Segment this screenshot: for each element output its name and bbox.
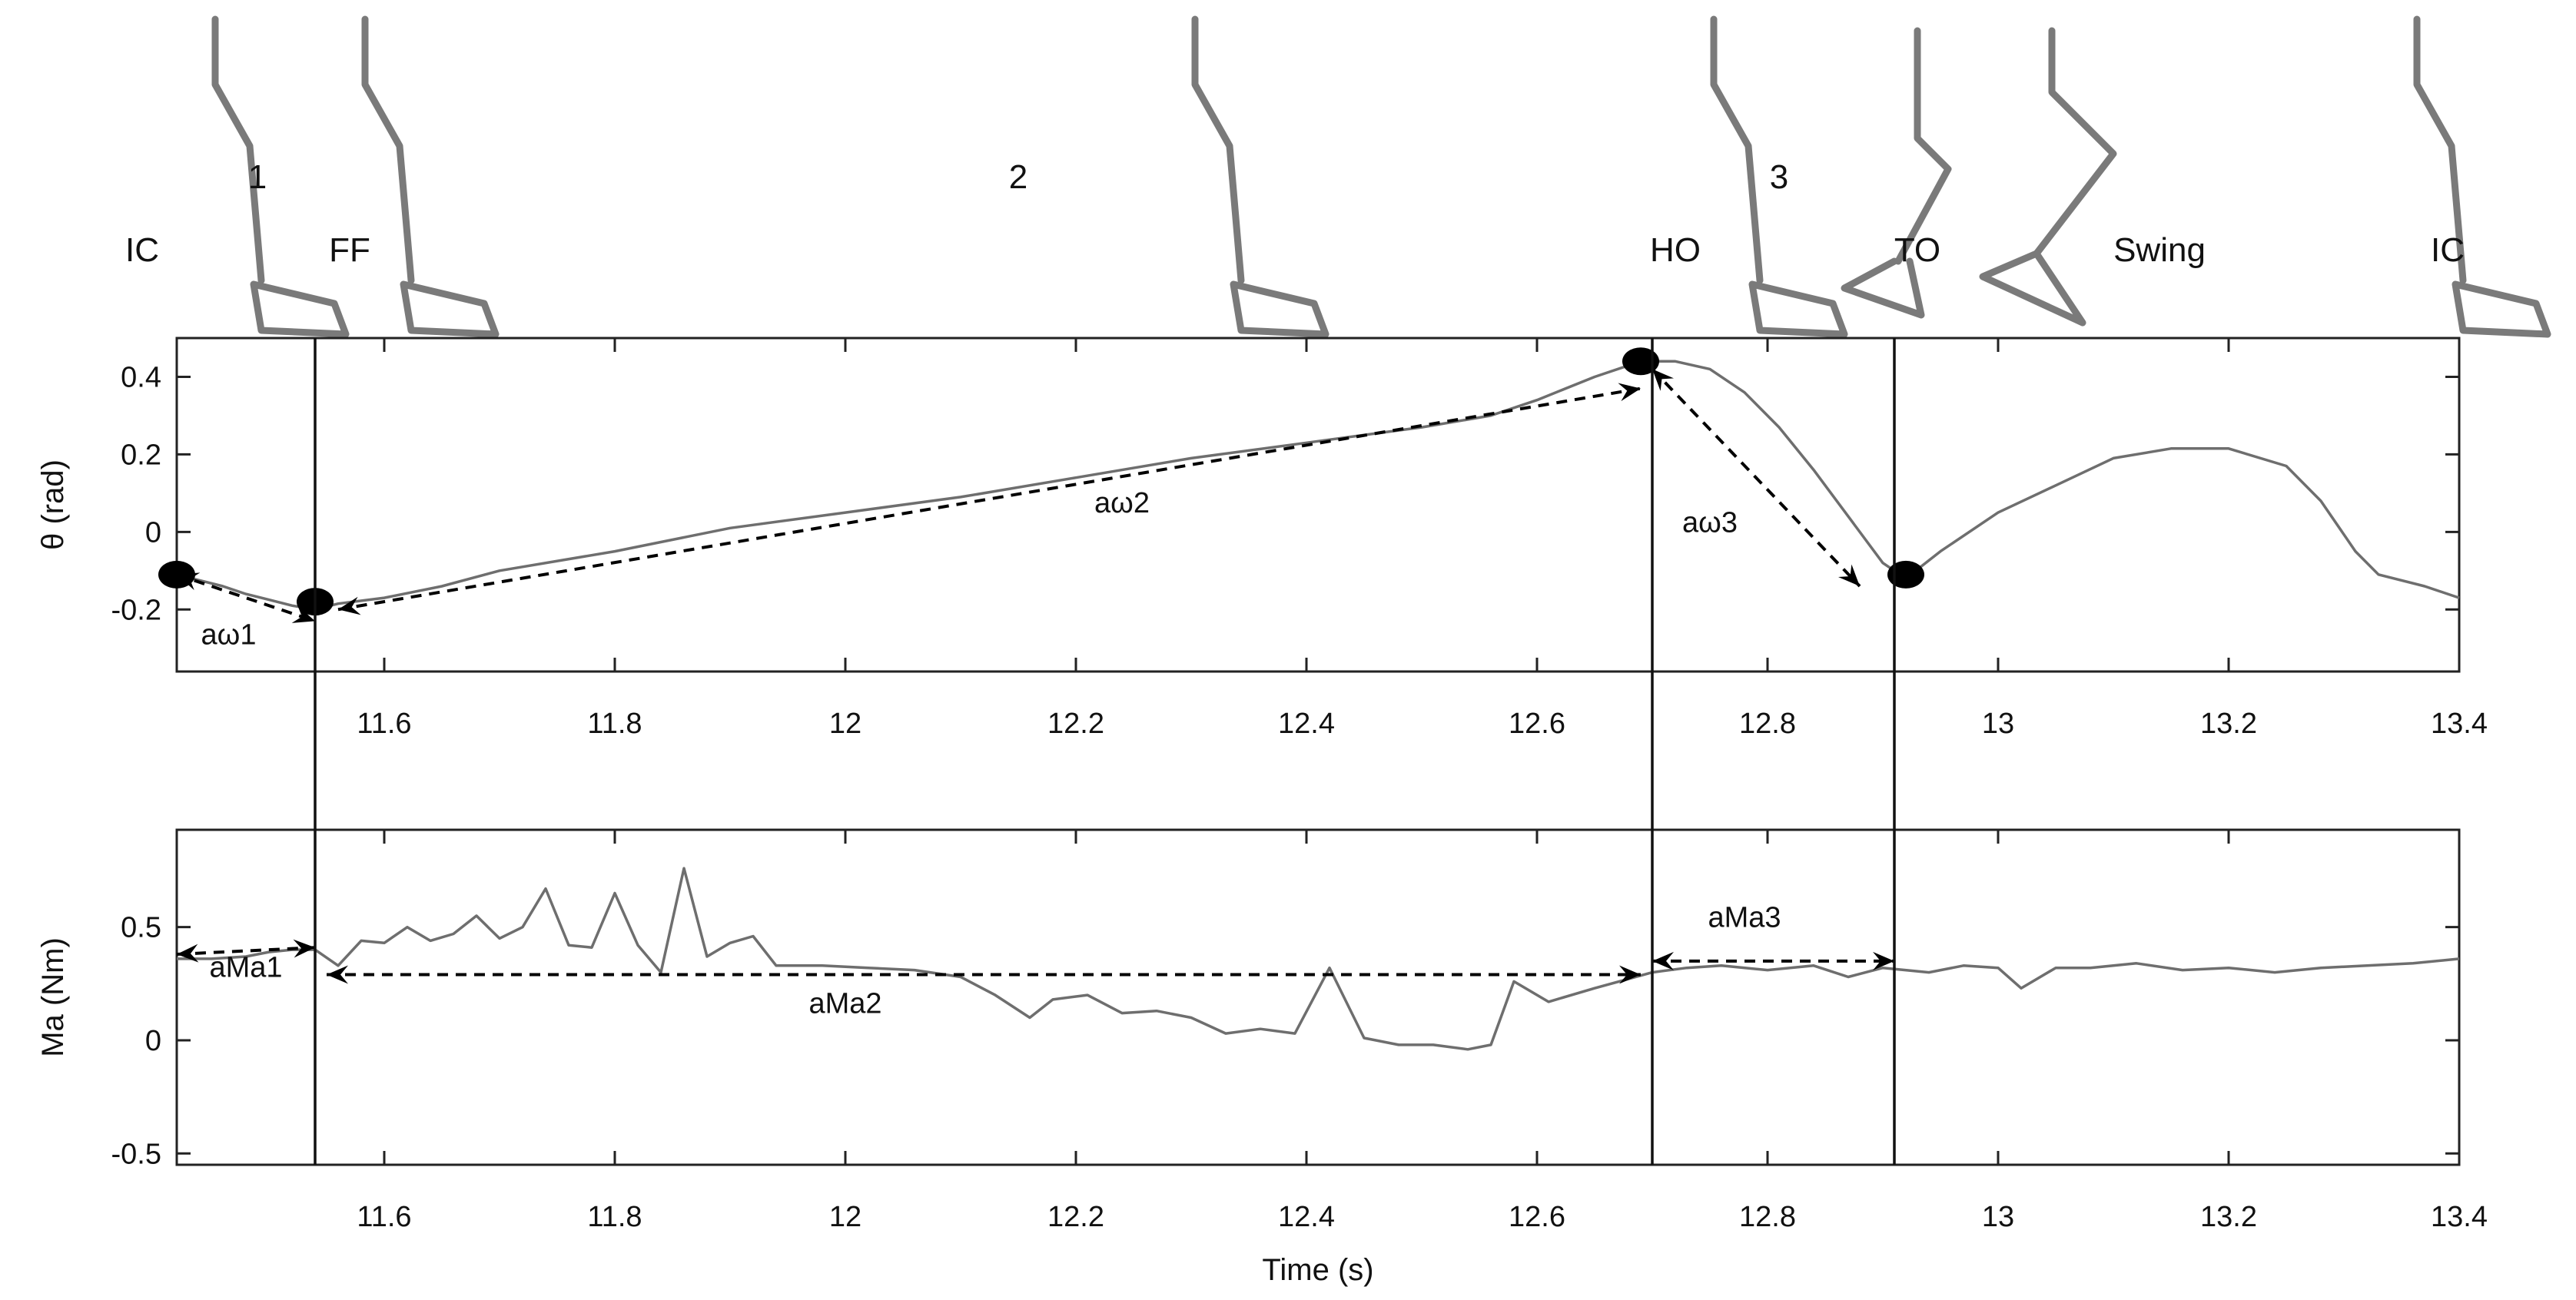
- x-tick-label: 12: [829, 708, 861, 740]
- y-tick-label: 0.5: [121, 912, 161, 944]
- slope-arrow-label: aω1: [201, 619, 257, 652]
- moment-plot: 11.6 11.8 12 12.2 12.4 12.6 12.8 13 13.2 13.4 0.5 0…: [36, 828, 2488, 1287]
- slope-arrow-label: aω2: [1094, 487, 1150, 519]
- plot-frame: [175, 828, 2461, 1166]
- x-tick-label: 11.6: [357, 1201, 411, 1233]
- foot-triangle: [400, 280, 500, 338]
- gait-phase-label: 2: [1009, 158, 1027, 196]
- y-tick-label: 0: [145, 1025, 161, 1057]
- y-axis-label: θ (rad): [36, 459, 70, 550]
- gait-phase-label: TO: [1894, 231, 1940, 269]
- leg-line: [361, 15, 415, 284]
- x-tick-label: 11.6: [357, 708, 411, 740]
- y-tick-label: -0.5: [111, 1138, 161, 1170]
- slope-arrow-label: aMa3: [1708, 902, 1781, 934]
- gait-leg-illustrations: [211, 15, 2551, 338]
- slope-arrow: [176, 572, 316, 623]
- gait-phase-label: IC: [125, 231, 159, 269]
- x-axis-label: Time (s): [1262, 1253, 1373, 1287]
- x-tick-label: 13: [1982, 708, 2014, 740]
- y-tick-label: 0.2: [121, 439, 161, 471]
- plot-frame: [175, 337, 2461, 673]
- y-tick-label: -0.2: [111, 594, 161, 626]
- x-tick-label: 13.2: [2200, 708, 2257, 740]
- gait-phase-label: 3: [1770, 158, 1788, 196]
- y-tick-label: 0.4: [121, 361, 161, 393]
- leg-foot-icon: [1710, 15, 1848, 338]
- x-tick-label: 11.8: [587, 708, 642, 740]
- slope-arrow-label: aω3: [1682, 506, 1738, 539]
- x-tick-label: 12.4: [1278, 1201, 1335, 1233]
- gait-phase-label: FF: [329, 231, 370, 269]
- leg-foot-icon: [2413, 15, 2551, 338]
- x-tick-label: 13.4: [2431, 708, 2488, 740]
- leg-line: [1894, 27, 1952, 265]
- slope-arrow-label: aMa2: [808, 988, 881, 1020]
- foot-triangle: [1979, 250, 2086, 327]
- gait-phase-label: 1: [248, 158, 267, 196]
- x-tick-label: 12.2: [1047, 708, 1104, 740]
- foot-triangle: [1748, 280, 1848, 338]
- leg-foot-icon: [1191, 15, 1329, 338]
- leg-line: [1710, 15, 1764, 284]
- foot-triangle: [250, 280, 350, 338]
- gait-phase-label: Swing: [2113, 231, 2206, 269]
- data-series-line: [177, 867, 2460, 1051]
- leg-foot-icon: [361, 15, 500, 338]
- leg-line: [2413, 15, 2467, 284]
- x-tick-label: 13.4: [2431, 1201, 2488, 1233]
- leg-foot-icon: [1979, 27, 2117, 327]
- x-tick-label: 12.6: [1509, 1201, 1565, 1233]
- x-tick-label: 12.8: [1739, 1201, 1796, 1233]
- gait-event-lines: [314, 338, 1896, 1165]
- foot-triangle: [2452, 280, 2551, 338]
- leg-line: [2033, 27, 2117, 257]
- x-tick-label: 13: [1982, 1201, 2014, 1233]
- leg-foot-icon: [1841, 27, 1952, 319]
- slope-arrow-label: aMa1: [209, 951, 282, 983]
- slope-arrow: [337, 383, 1642, 615]
- x-tick-label: 11.8: [587, 1201, 642, 1233]
- data-series-line: [176, 360, 2460, 612]
- slope-arrow: [1651, 367, 1861, 588]
- y-axis-label: Ma (Nm): [36, 937, 70, 1057]
- x-tick-label: 12.2: [1047, 1201, 1104, 1233]
- y-tick-label: 0: [145, 516, 161, 549]
- leg-foot-icon: [211, 15, 350, 338]
- foot-triangle: [1230, 280, 1329, 338]
- slope-arrow: [176, 939, 316, 963]
- gait-phase-label: IC: [2431, 231, 2465, 269]
- foot-triangle: [1841, 257, 1925, 319]
- gait-phase-labels: 1 2 3 IC FF HO TO Swing IC: [125, 158, 2465, 269]
- theta-plot: 11.6 11.8 12 12.2 12.4 12.6 12.8 13 13.2 13.4 0.4 0…: [36, 337, 2488, 740]
- x-tick-label: 12: [829, 1201, 861, 1233]
- event-marker-point: [1622, 347, 1659, 376]
- event-marker-point: [1887, 560, 1924, 589]
- x-tick-label: 12.4: [1278, 708, 1335, 740]
- leg-line: [211, 15, 265, 284]
- gait-phase-label: HO: [1650, 231, 1701, 269]
- leg-line: [1191, 15, 1245, 284]
- x-tick-label: 13.2: [2200, 1201, 2257, 1233]
- x-tick-label: 12.8: [1739, 708, 1796, 740]
- x-tick-label: 12.6: [1509, 708, 1565, 740]
